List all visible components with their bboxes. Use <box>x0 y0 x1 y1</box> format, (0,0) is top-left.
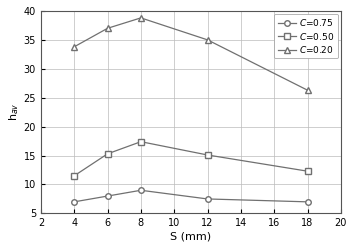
Y-axis label: h$_{av}$: h$_{av}$ <box>7 103 21 122</box>
X-axis label: S (mm): S (mm) <box>170 231 211 241</box>
Legend: $C$=0.75, $C$=0.50, $C$=0.20: $C$=0.75, $C$=0.50, $C$=0.20 <box>274 14 338 58</box>
